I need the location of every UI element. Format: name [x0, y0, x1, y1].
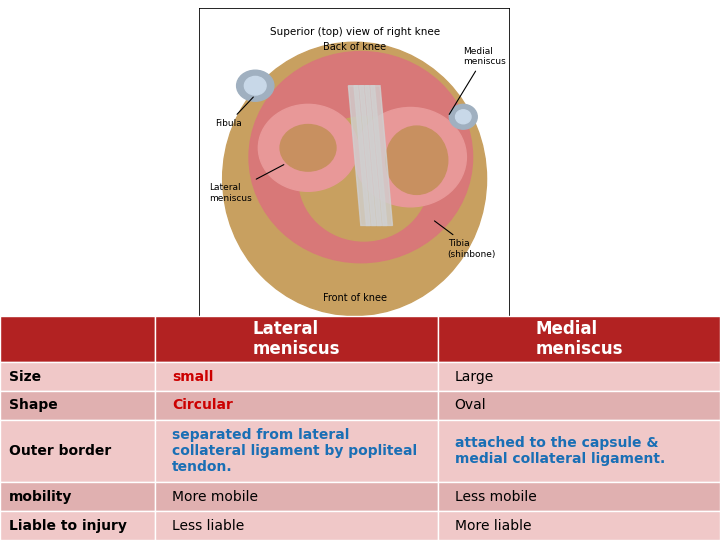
Text: Fibula: Fibula — [215, 97, 253, 128]
Text: Medial
meniscus: Medial meniscus — [535, 320, 623, 359]
Text: Less mobile: Less mobile — [455, 490, 536, 504]
Text: Oval: Oval — [455, 399, 486, 413]
Polygon shape — [365, 86, 387, 226]
Text: Size: Size — [9, 370, 42, 384]
Text: Large: Large — [455, 370, 494, 384]
Ellipse shape — [354, 107, 467, 207]
Polygon shape — [354, 86, 376, 226]
Text: Lateral
meniscus: Lateral meniscus — [209, 165, 284, 202]
Ellipse shape — [244, 76, 266, 95]
Text: Shape: Shape — [9, 399, 58, 413]
Text: Less liable: Less liable — [172, 518, 244, 532]
Text: Tibia
(shinbone): Tibia (shinbone) — [434, 221, 496, 259]
Ellipse shape — [222, 42, 487, 315]
Text: Superior (top) view of right knee: Superior (top) view of right knee — [269, 26, 440, 37]
Text: attached to the capsule &
medial collateral ligament.: attached to the capsule & medial collate… — [455, 436, 665, 466]
Ellipse shape — [249, 51, 472, 263]
Ellipse shape — [280, 125, 336, 171]
Text: Outer border: Outer border — [9, 444, 112, 458]
Text: mobility: mobility — [9, 490, 73, 504]
Ellipse shape — [456, 110, 471, 124]
Text: separated from lateral
collateral ligament by popliteal
tendon.: separated from lateral collateral ligame… — [172, 428, 417, 474]
Ellipse shape — [237, 70, 274, 102]
Ellipse shape — [386, 126, 448, 194]
Text: Liable to injury: Liable to injury — [9, 518, 127, 532]
Ellipse shape — [449, 104, 477, 129]
Text: Lateral
meniscus: Lateral meniscus — [253, 320, 340, 359]
Text: Back of knee: Back of knee — [323, 42, 386, 52]
Polygon shape — [371, 86, 392, 226]
FancyBboxPatch shape — [199, 8, 510, 319]
Ellipse shape — [258, 104, 358, 191]
Ellipse shape — [299, 117, 429, 241]
Polygon shape — [348, 86, 370, 226]
Text: small: small — [172, 370, 213, 384]
Polygon shape — [359, 86, 382, 226]
Text: Front of knee: Front of knee — [323, 293, 387, 303]
Text: Medial
meniscus: Medial meniscus — [449, 46, 506, 114]
Text: More liable: More liable — [455, 518, 531, 532]
Text: More mobile: More mobile — [172, 490, 258, 504]
Text: Circular: Circular — [172, 399, 233, 413]
